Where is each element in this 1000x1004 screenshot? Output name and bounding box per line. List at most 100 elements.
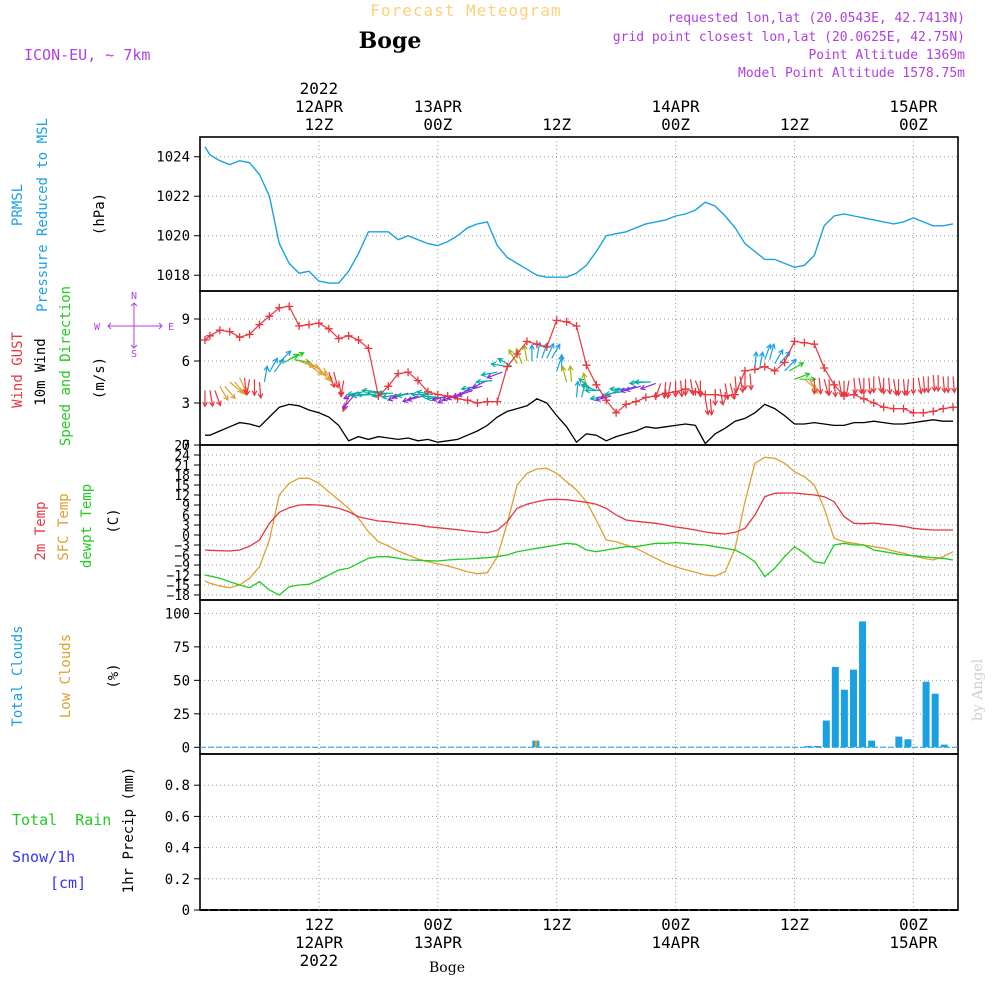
gust-marker xyxy=(572,322,581,330)
gust-marker xyxy=(354,336,363,344)
top-time-label: 00Z xyxy=(423,115,452,134)
wind-arrow xyxy=(784,358,797,372)
total-cloud-bar xyxy=(931,693,939,748)
wind-arrow xyxy=(214,390,222,407)
wind-arrow xyxy=(567,364,574,383)
top-time-label: 00Z xyxy=(661,115,690,134)
wind-arrow xyxy=(935,375,942,393)
y-tick-label: 100 xyxy=(165,606,190,622)
compass-rose: N W E S xyxy=(94,291,174,360)
total-cloud-bar xyxy=(904,739,912,748)
gust-marker xyxy=(205,331,214,340)
y-tick-label: 1022 xyxy=(156,189,190,205)
compass-n: N xyxy=(131,291,137,302)
wind-arrow xyxy=(852,377,858,395)
gust-marker xyxy=(314,319,323,328)
wind-arrow xyxy=(866,377,873,395)
wind-arrow xyxy=(794,372,811,380)
gust-marker xyxy=(324,324,333,333)
gust-marker xyxy=(255,320,264,329)
bottom-time-label: 00Z xyxy=(423,915,452,934)
gust-marker xyxy=(820,364,829,372)
wind-arrow xyxy=(522,344,528,362)
gust-marker xyxy=(830,380,839,389)
bottom-time-label: 13APR xyxy=(414,933,463,952)
chart-title: Forecast Meteogram xyxy=(370,1,561,20)
top-time-label: 12Z xyxy=(780,115,809,134)
y-tick-label: 6 xyxy=(182,354,190,370)
wind-arrow xyxy=(877,376,884,394)
total-cloud-bar xyxy=(895,736,903,748)
y-tick-label: −18 xyxy=(167,589,190,604)
total-cloud-bar xyxy=(868,740,876,748)
wind-arrow xyxy=(719,388,726,406)
y-tick-label: 3 xyxy=(182,519,190,534)
wind-arrow xyxy=(921,376,928,394)
y-tick-label: 75 xyxy=(173,640,190,656)
bottom-time-label: 00Z xyxy=(899,915,928,934)
gust-marker xyxy=(750,365,759,374)
gust-marker xyxy=(245,330,254,339)
wind-arrow xyxy=(951,376,957,394)
gust-marker xyxy=(780,358,789,367)
y-tick-label: 50 xyxy=(173,673,190,689)
wind-arrow xyxy=(945,376,952,394)
gust-marker xyxy=(641,393,650,402)
gust-marker xyxy=(681,385,690,393)
total-cloud-bar xyxy=(859,621,867,748)
prmsl-label: PRMSL xyxy=(10,184,26,226)
total-cloud-bar xyxy=(822,720,830,748)
clouds-panel: 0 25 50 75 100 xyxy=(165,599,959,756)
gust-marker xyxy=(731,390,740,399)
gust-marker xyxy=(364,344,373,353)
wind10m-line xyxy=(205,398,953,445)
dewpt-label: dewpt Temp xyxy=(79,484,95,568)
gust-marker xyxy=(542,343,551,351)
gust-marker xyxy=(631,397,640,406)
wind-arrow xyxy=(925,376,932,394)
wind-arrow xyxy=(209,390,215,408)
gust-marker xyxy=(285,302,294,311)
gust-marker xyxy=(800,338,809,347)
gust-marker xyxy=(265,312,274,321)
gust-marker xyxy=(602,396,611,405)
wind-arrow xyxy=(661,381,668,400)
wind-arrow xyxy=(263,365,270,383)
wind10m-label: 10m Wind xyxy=(33,338,49,405)
y-tick-label: 0 xyxy=(182,740,190,756)
wind-arrow xyxy=(748,373,754,391)
compass-w: W xyxy=(94,322,101,333)
gust-marker xyxy=(384,382,393,391)
wind-arrow xyxy=(858,377,864,395)
gust-marker xyxy=(790,337,799,346)
top-time-label: 12APR xyxy=(295,97,344,116)
bottom-time-label: 2022 xyxy=(300,951,339,970)
gust-marker xyxy=(443,392,452,400)
wind-arrow xyxy=(480,371,498,378)
wind-arrow xyxy=(892,379,899,397)
gust-marker xyxy=(532,340,541,349)
wind-arrow xyxy=(880,377,887,396)
y-tick-label: −9 xyxy=(174,559,190,574)
wind-arrow xyxy=(860,377,867,396)
gust-marker xyxy=(919,408,928,417)
y-tick-label: −3 xyxy=(174,539,190,554)
gust-marker xyxy=(770,366,779,375)
total-cloud-bar xyxy=(940,744,948,748)
wind-arrow xyxy=(574,380,581,398)
gust-marker xyxy=(334,334,343,343)
y-tick-label: −6 xyxy=(174,549,190,564)
y-tick-label: 0.6 xyxy=(165,809,190,825)
gust-marker xyxy=(200,336,209,344)
watermark: by Angel xyxy=(970,658,986,721)
gust-marker xyxy=(740,366,749,375)
panel-frame xyxy=(199,444,959,601)
gust-marker xyxy=(215,326,224,335)
top-time-label: 13APR xyxy=(414,97,463,116)
gust-marker xyxy=(295,322,304,330)
pressure-unit: (hPa) xyxy=(92,193,108,235)
bottom-time-label: 12Z xyxy=(780,915,809,934)
gust-marker xyxy=(522,337,531,346)
gust-line xyxy=(204,305,954,414)
